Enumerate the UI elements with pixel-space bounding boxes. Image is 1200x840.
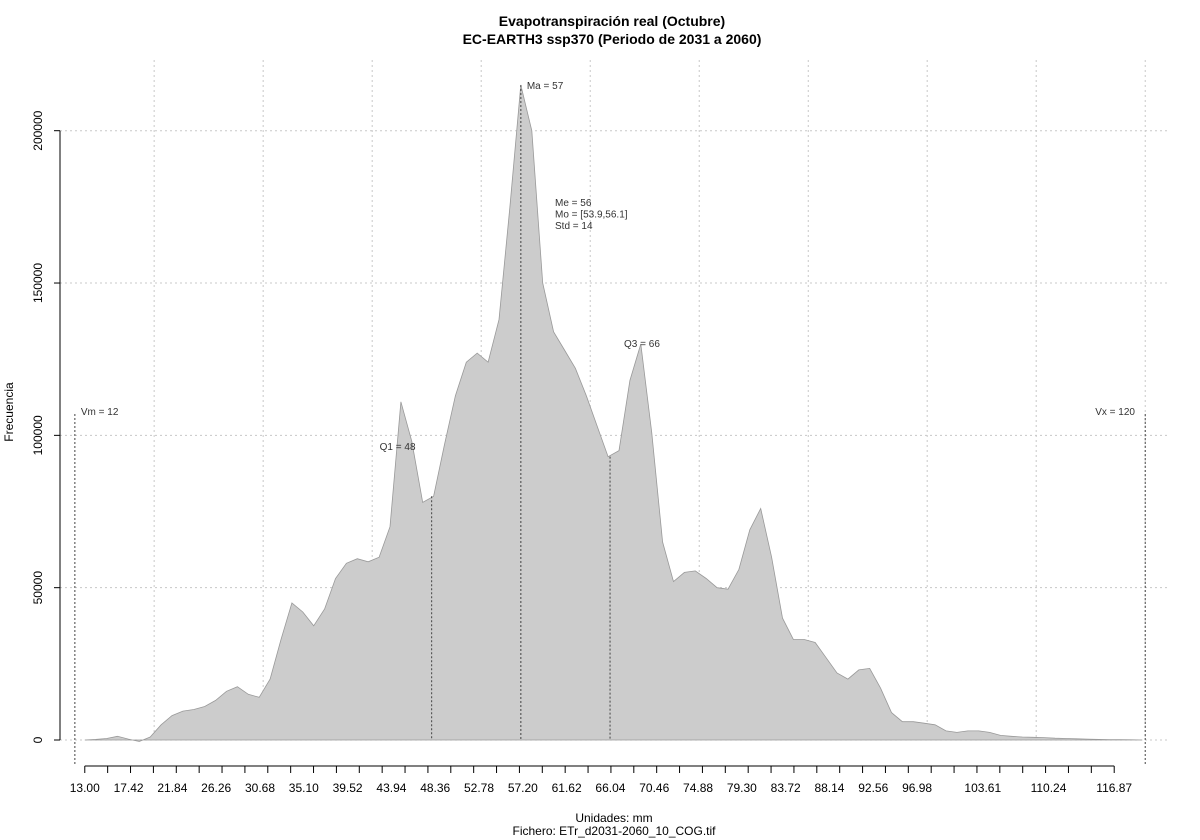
y-tick-label: 150000 bbox=[31, 263, 45, 303]
y-tick-label: 100000 bbox=[31, 415, 45, 455]
reference-line-label: Vx = 120 bbox=[1095, 407, 1135, 418]
x-tick-label: 52.78 bbox=[464, 781, 494, 795]
chart-title: Evapotranspiración real (Octubre) bbox=[499, 13, 725, 29]
reference-line-label: Q3 = 66 bbox=[624, 339, 660, 350]
stats-line: Mo = [53.9,56.1] bbox=[555, 210, 628, 221]
y-axis-label: Frecuencia bbox=[2, 382, 16, 442]
reference-line-label: Q1 = 48 bbox=[380, 442, 416, 453]
reference-line-label: Vm = 12 bbox=[81, 407, 119, 418]
x-tick-label: 30.68 bbox=[245, 781, 275, 795]
y-tick-label: 200000 bbox=[31, 110, 45, 150]
x-tick-label: 61.62 bbox=[552, 781, 582, 795]
density-area bbox=[84, 84, 1143, 742]
y-axis: 0 50000 100000 150000 200000 bbox=[31, 110, 61, 743]
x-tick-label: 39.52 bbox=[333, 781, 363, 795]
stats-line: Std = 14 bbox=[555, 221, 593, 232]
x-tick-label: 70.46 bbox=[639, 781, 669, 795]
x-tick-label: 103.61 bbox=[964, 781, 1001, 795]
y-tick-label: 0 bbox=[31, 736, 45, 743]
x-tick-label: 21.84 bbox=[157, 781, 187, 795]
x-tick-label: 35.10 bbox=[289, 781, 319, 795]
x-tick-label: 43.94 bbox=[376, 781, 406, 795]
x-axis-label: Unidades: mm bbox=[575, 811, 652, 825]
x-tick-label: 83.72 bbox=[771, 781, 801, 795]
x-tick-label: 110.24 bbox=[1031, 781, 1067, 795]
stats-line: Me = 56 bbox=[555, 198, 592, 209]
density-series bbox=[84, 84, 1143, 742]
file-caption: Fichero: ETr_d2031-2060_10_COG.tif bbox=[513, 824, 717, 838]
x-tick-label: 116.87 bbox=[1096, 781, 1132, 795]
x-tick-label: 66.04 bbox=[595, 781, 625, 795]
x-tick-label: 88.14 bbox=[814, 781, 844, 795]
x-tick-label: 92.56 bbox=[858, 781, 888, 795]
x-tick-label: 26.26 bbox=[201, 781, 231, 795]
x-axis: 13.00 17.42 21.84 26.26 30.68 35.10 39.52 43.94… bbox=[70, 765, 1132, 795]
x-tick-label: 48.36 bbox=[420, 781, 450, 795]
x-tick-label: 96.98 bbox=[902, 781, 932, 795]
x-tick-label: 79.30 bbox=[727, 781, 757, 795]
x-tick-label: 17.42 bbox=[114, 781, 144, 795]
reference-line-label: Ma = 57 bbox=[527, 81, 564, 92]
x-tick-label: 74.88 bbox=[683, 781, 713, 795]
reference-lines: Vm = 12 Q1 = 48 Ma = 57 Q3 = 66 Vx = 120 bbox=[74, 81, 1146, 765]
y-tick-label: 50000 bbox=[31, 571, 45, 605]
x-tick-label: 57.20 bbox=[508, 781, 538, 795]
x-tick-label: 13.00 bbox=[70, 781, 100, 795]
chart-subtitle: EC-EARTH3 ssp370 (Periodo de 2031 a 2060… bbox=[463, 31, 762, 47]
